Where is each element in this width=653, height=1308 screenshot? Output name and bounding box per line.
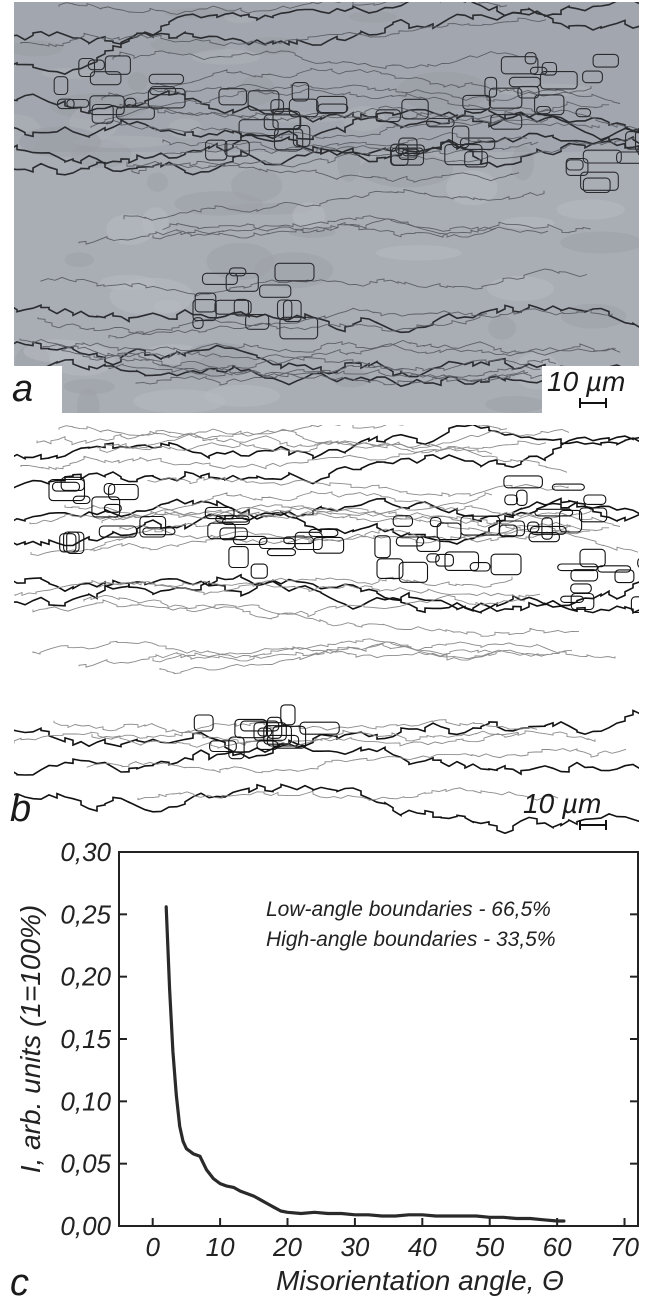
scale-bar-label-b: 10 µm bbox=[523, 788, 602, 819]
y-tick-label: 0,30 bbox=[60, 840, 111, 867]
x-tick-label: 30 bbox=[340, 1232, 369, 1262]
x-tick-label: 20 bbox=[272, 1232, 302, 1262]
scale-bar-a bbox=[579, 398, 607, 408]
y-tick-label: 0,20 bbox=[60, 962, 111, 992]
y-tick-label: 0,25 bbox=[60, 899, 111, 929]
misorientation-chart: 0,00 0,05 0,10 0,15 0,20 0,25 0,30 0 10 20 30 40 50 6… bbox=[0, 837, 653, 1303]
chart-svg: 0,00 0,05 0,10 0,15 0,20 0,25 0,30 0 10 20 30 40 50 6… bbox=[15, 837, 640, 1296]
x-tick-label: 0 bbox=[145, 1232, 160, 1262]
chart-annotation: Low-angle boundaries - 66,5% bbox=[266, 898, 551, 921]
panel-label-c: c bbox=[10, 1262, 29, 1304]
x-axis-label: Misorientation angle, Θ bbox=[276, 1265, 564, 1296]
y-tick-label: 0,00 bbox=[60, 1211, 111, 1241]
micrograph-panel-a bbox=[14, 2, 639, 413]
scale-bar-label-a: 10 µm bbox=[547, 366, 626, 397]
y-axis-label: I, arb. units (1=100%) bbox=[15, 905, 46, 1173]
grain-boundary-map-b bbox=[14, 425, 639, 835]
panel-label-b: b bbox=[10, 788, 32, 830]
scale-bar-box-a bbox=[542, 366, 639, 413]
panel-label-a: a bbox=[12, 368, 34, 410]
y-tick-label: 0,15 bbox=[60, 1024, 111, 1054]
x-tick-label: 50 bbox=[475, 1232, 504, 1262]
x-tick-label: 70 bbox=[610, 1232, 639, 1262]
x-tick-label: 40 bbox=[408, 1232, 437, 1262]
y-tick-label: 0,10 bbox=[60, 1086, 111, 1116]
series-line bbox=[164, 905, 566, 1223]
boundary-map-panel-b bbox=[14, 425, 639, 835]
y-tick-label: 0,05 bbox=[60, 1149, 111, 1179]
x-tick-label: 10 bbox=[206, 1232, 235, 1262]
letter-a-background bbox=[14, 366, 62, 413]
chart-annotation: High-angle boundaries - 33,5% bbox=[266, 928, 556, 951]
scale-bar-b bbox=[579, 820, 607, 830]
x-tick-label: 60 bbox=[543, 1232, 572, 1262]
grain-boundary-micrograph-a bbox=[14, 2, 639, 413]
